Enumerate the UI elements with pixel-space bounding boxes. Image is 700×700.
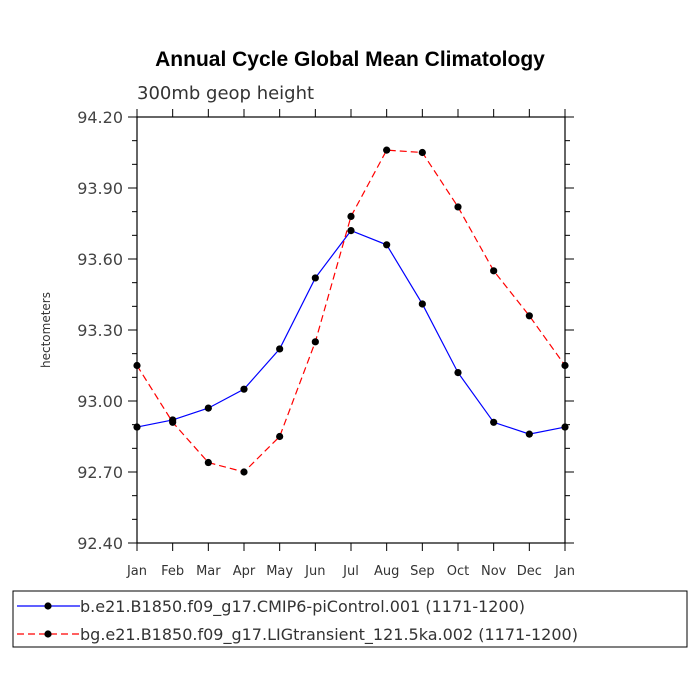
legend-entry-LIGtransient: bg.e21.B1850.f09_g17.LIGtransient_121.5k… [17,625,578,645]
y-tick-label: 92.70 [77,463,123,482]
y-tick-label: 93.90 [77,179,123,198]
plot-axes: 92.40 92.70 93.00 93.30 93.60 93.90 94.20 Jan Fe… [77,108,575,579]
data-point [418,148,426,157]
legend-box [12,590,688,648]
plot-frame [136,116,566,544]
data-point [454,369,462,377]
data-point [204,404,212,412]
x-tick-label: Nov [481,564,507,579]
y-tick-label: 93.60 [77,250,123,269]
x-tick-label: Jul [342,564,359,579]
data-point [240,468,248,476]
y-axis-label: hectometers [39,292,53,368]
legend-label-LIGtransient: bg.e21.B1850.f09_g17.LIGtransient_121.5k… [80,625,578,645]
data-point [276,345,284,353]
series-line-1 [136,149,566,473]
x-tick-label: Apr [233,564,256,579]
data-point [490,267,498,275]
data-point [204,458,212,467]
x-tick-label: Jan [126,564,147,579]
legend-entry-piControl: b.e21.B1850.f09_g17.CMIP6-piControl.001 … [17,597,525,617]
data-point [133,361,141,370]
data-point [490,418,498,426]
data-point [169,418,177,426]
data-point [525,430,533,438]
series-0 [133,227,569,438]
data-point [347,227,355,235]
legend-marker-piControl [44,602,52,610]
data-point [311,274,319,282]
data-point [525,312,533,320]
y-tick-label: 93.30 [77,321,123,340]
legend: b.e21.B1850.f09_g17.CMIP6-piControl.001 … [12,590,688,648]
x-tick-label: Sep [410,564,435,579]
data-point [311,338,319,346]
x-tick-label: Dec [517,564,542,579]
data-point [383,146,391,154]
legend-label-piControl: b.e21.B1850.f09_g17.CMIP6-piControl.001 … [80,597,525,617]
series-layer [133,146,569,476]
data-point [133,423,141,431]
x-tick-label: Mar [196,564,221,579]
y-tick-label: 92.40 [77,534,123,553]
data-point [418,300,426,308]
data-point [561,361,569,370]
x-tick-label: Jan [554,564,575,579]
x-tick-label: Aug [374,564,399,579]
y-tick-label: 94.20 [77,108,123,127]
series-line-0 [136,229,566,435]
data-point [383,241,391,249]
data-point [454,203,462,211]
series-1 [133,146,569,476]
legend-marker-LIGtransient [44,630,52,638]
y-tick-label: 93.00 [77,392,123,411]
data-point [240,385,248,393]
data-point [276,432,284,441]
chart-subtitle: 300mb geop height [137,83,314,104]
x-tick-label: Feb [161,564,184,579]
x-tick-label: May [266,564,293,579]
data-point [347,212,355,220]
chart-title: Annual Cycle Global Mean Climatology [155,48,545,71]
data-point [561,423,569,431]
x-tick-label: Oct [447,564,469,579]
x-tick-label: Jun [304,564,325,579]
